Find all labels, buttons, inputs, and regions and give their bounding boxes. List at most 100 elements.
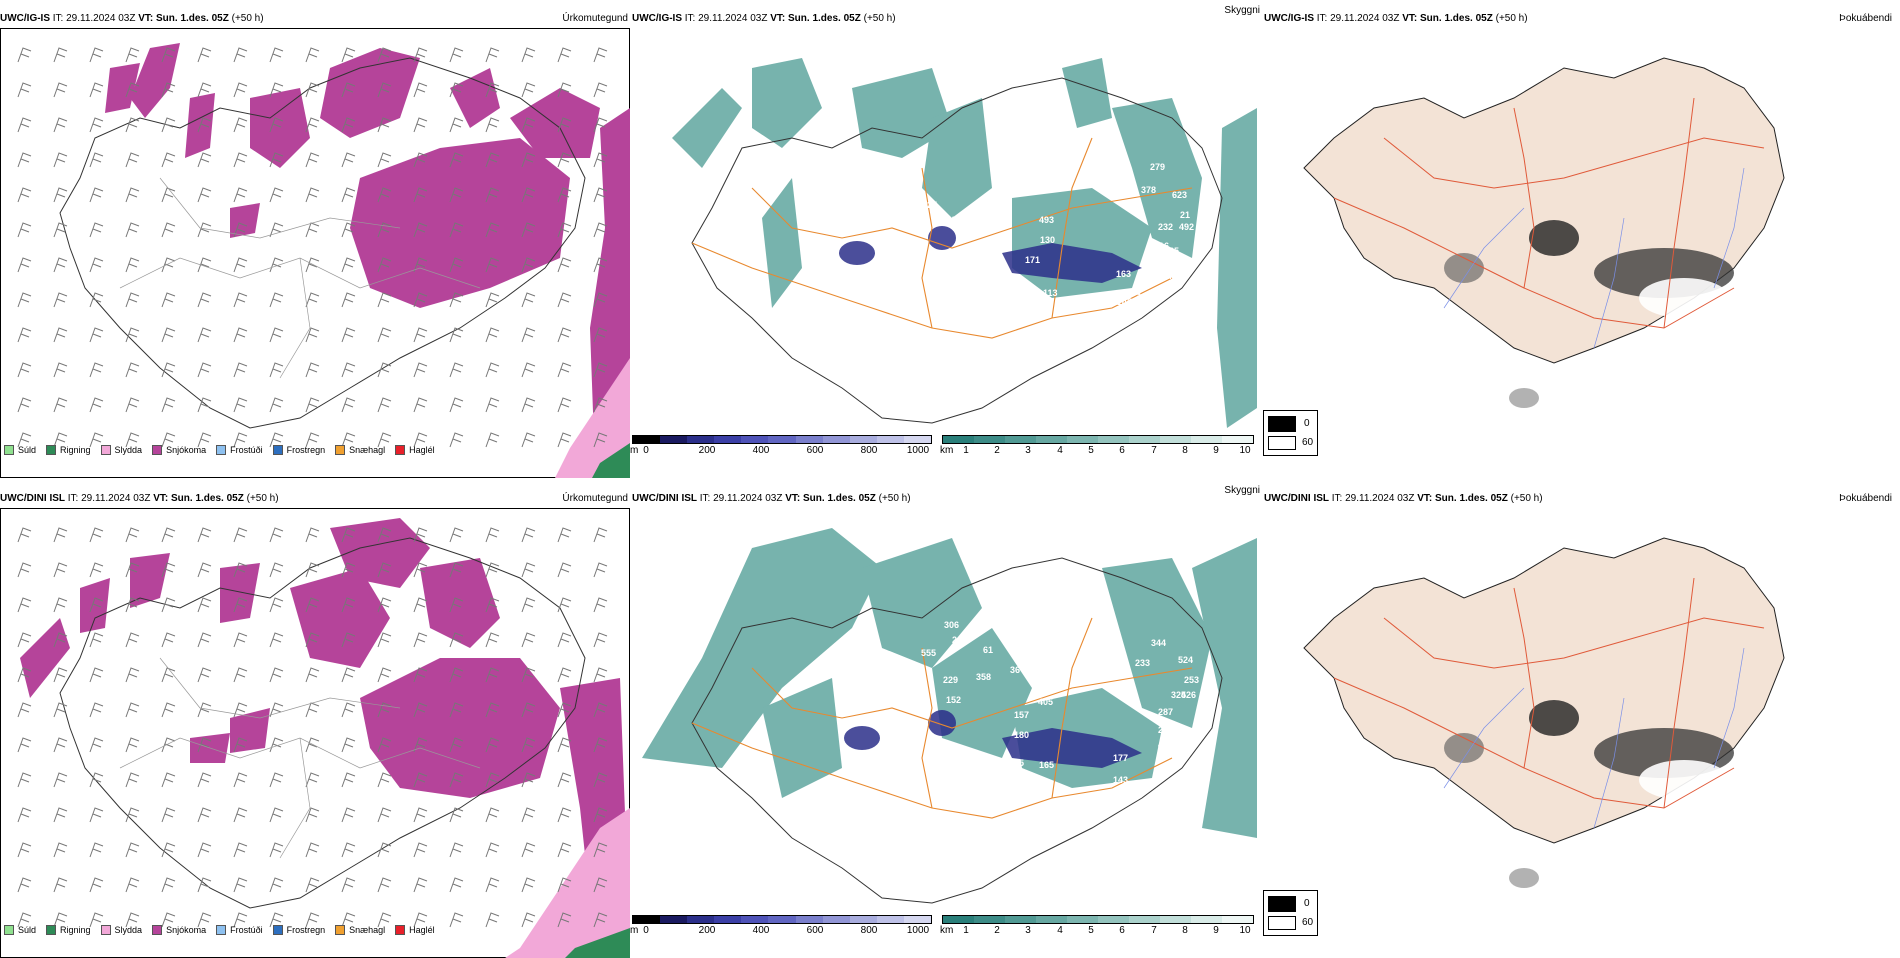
fog-legend-row2: 0 60 — [1263, 890, 1318, 936]
wind-barb — [521, 562, 536, 578]
wind-barb — [269, 737, 284, 753]
wind-barb — [89, 877, 104, 893]
legend-label: Frostúði — [230, 925, 263, 935]
wind-barb — [17, 597, 32, 613]
wind-barb — [521, 327, 536, 343]
wind-barb — [161, 117, 176, 133]
wind-barb — [233, 597, 248, 613]
precip-panel-row1: UWC/IG-IS IT: 29.11.2024 03Z VT: Sun. 1.… — [0, 13, 630, 478]
wind-barb — [53, 632, 68, 648]
visibility-label: 177 — [1113, 753, 1128, 763]
legend-swatch — [46, 925, 57, 935]
wind-barb — [341, 432, 356, 448]
wind-barb — [269, 562, 284, 578]
tick-label: 1000 — [906, 925, 930, 936]
panel-title: Þokuábendi — [1839, 493, 1892, 504]
wind-barb — [485, 292, 500, 308]
tick-label: 800 — [860, 925, 878, 936]
colorbar-ticks: 1 2 3 4 5 6 7 8 9 10 — [942, 445, 1254, 457]
tick-label: 8 — [1182, 445, 1188, 456]
visibility-label: 416 — [1154, 241, 1169, 251]
wind-barb — [413, 47, 428, 63]
wind-barb — [341, 632, 356, 648]
legend-white-swatch — [1268, 436, 1296, 450]
wind-barb — [89, 187, 104, 203]
wind-barb — [377, 222, 392, 238]
wind-barb — [557, 632, 572, 648]
wind-barb — [53, 117, 68, 133]
wind-barb — [89, 432, 104, 448]
wind-barb — [89, 562, 104, 578]
wind-barb — [593, 597, 608, 613]
wind-barb — [125, 562, 140, 578]
legend-max: 60 — [1302, 917, 1314, 928]
visibility-label: 649 — [1162, 271, 1177, 281]
wind-barb — [341, 152, 356, 168]
rivers — [1443, 647, 1745, 829]
iceland-outline — [691, 77, 1223, 424]
wind-barb — [521, 912, 536, 928]
legend-swatch — [395, 445, 406, 455]
wind-barb — [125, 702, 140, 718]
wind-barb — [377, 737, 392, 753]
wind-barb — [17, 432, 32, 448]
wind-barb — [89, 152, 104, 168]
wind-barb — [413, 737, 428, 753]
visibility-label: 233 — [1135, 658, 1150, 668]
wind-barb — [305, 772, 320, 788]
wind-barb — [197, 152, 212, 168]
precip-map — [17, 518, 630, 958]
legend-min: 0 — [1304, 418, 1310, 429]
visibility-panel-row2: UWC/DINI ISL IT: 29.11.2024 03Z VT: Sun.… — [630, 485, 1262, 958]
wind-barb — [269, 842, 284, 858]
wind-barb — [53, 737, 68, 753]
wind-barb — [593, 47, 608, 63]
wind-barb — [305, 117, 320, 133]
visibility-label: 36 — [1010, 665, 1020, 675]
visibility-label: 204 — [940, 215, 955, 225]
wind-barb — [233, 47, 248, 63]
panel-title: Þokuábendi — [1839, 13, 1892, 24]
vt-prefix: VT: — [1402, 13, 1418, 24]
wind-barb — [593, 807, 608, 823]
legend-label: Frostregn — [286, 445, 326, 455]
wind-barb — [197, 187, 212, 203]
wind-barb — [89, 327, 104, 343]
wind-barb — [269, 222, 284, 238]
tick-label: 200 — [698, 445, 716, 456]
wind-barb — [197, 82, 212, 98]
wind-barb — [593, 82, 608, 98]
wind-barb — [161, 597, 176, 613]
wind-barb — [125, 667, 140, 683]
wind-barb — [413, 117, 428, 133]
visibility-label: 261 — [1158, 725, 1173, 735]
wind-barb — [521, 222, 536, 238]
elevation-colorbar: m 0 200 400 600 800 1000 — [630, 435, 932, 456]
wind-barb — [17, 807, 32, 823]
legend-item: Frostregn — [272, 925, 325, 935]
wind-barb — [233, 117, 248, 133]
visibility-label: 232 — [1158, 222, 1173, 232]
wind-barb — [485, 737, 500, 753]
wind-barb — [269, 807, 284, 823]
wind-barb — [377, 117, 392, 133]
sleet-area — [555, 358, 630, 478]
visibility-label: 248 — [952, 635, 967, 645]
wind-barb — [233, 842, 248, 858]
wind-barb — [305, 257, 320, 273]
wind-barb — [341, 327, 356, 343]
wind-barb — [449, 292, 464, 308]
low-visibility-areas — [672, 58, 1257, 428]
wind-barb — [17, 117, 32, 133]
tick-label: 5 — [1088, 445, 1094, 456]
wind-barb — [197, 807, 212, 823]
wind-barb — [521, 737, 536, 753]
wind-barb — [197, 527, 212, 543]
legend-label: Súld — [18, 445, 37, 455]
snow-areas — [105, 43, 630, 468]
wind-barb — [449, 597, 464, 613]
wind-barb — [89, 597, 104, 613]
legend-swatch — [395, 925, 406, 935]
precip-type-legend: Súld Rigning Slydda Snjókoma Frostúði Fr… — [4, 445, 435, 455]
